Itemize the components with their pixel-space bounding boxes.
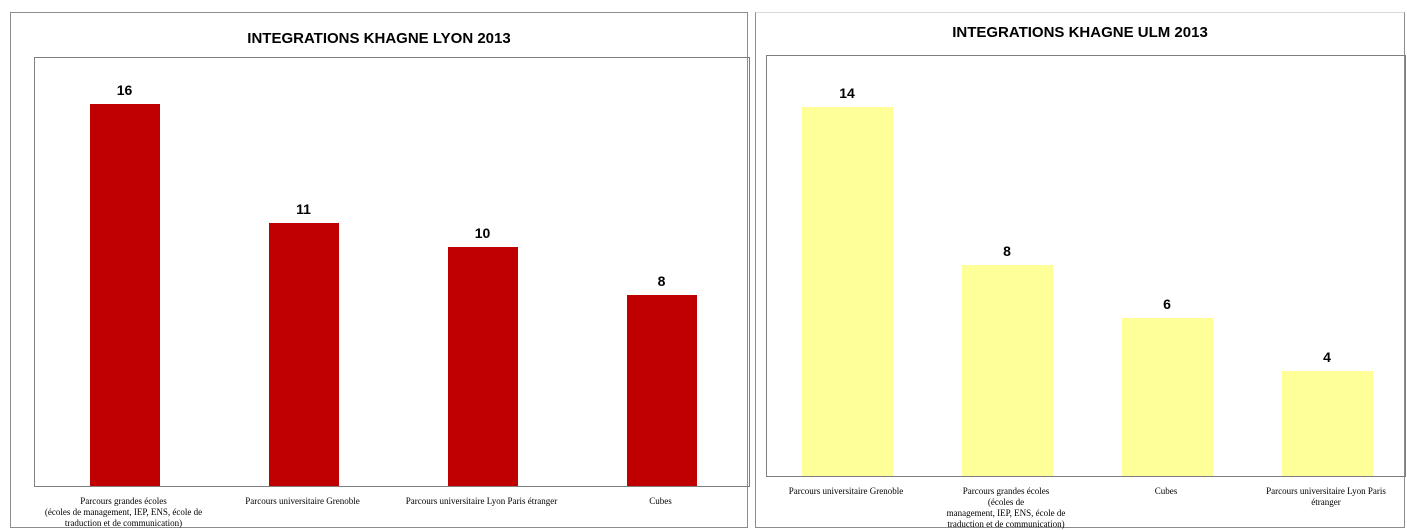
chart-ulm: INTEGRATIONS KHAGNE ULM 2013 14 8 6 4 Parco…: [755, 12, 1406, 529]
bar: [961, 265, 1053, 476]
plot-area: 16 11 10 8: [34, 57, 750, 487]
tick-label: Parcours universitaire Lyon Paris étrange…: [1266, 486, 1386, 507]
bar: [1281, 370, 1373, 476]
chart-title: INTEGRATIONS KHAGNE ULM 2013: [952, 24, 1208, 41]
tick-label: Cubes: [1154, 486, 1178, 496]
chart-lyon: INTEGRATIONS KHAGNE LYON 2013 16 11 10 8 Pa…: [10, 12, 750, 528]
bar: [801, 106, 893, 476]
plot-area: 14 8 6 4: [766, 55, 1406, 477]
data-label: 11: [296, 201, 311, 218]
bar: [447, 247, 518, 486]
tick-label: Parcours universitaire Grenoble: [245, 496, 360, 506]
data-label: 10: [474, 225, 491, 242]
tick-label: Cubes: [649, 496, 672, 506]
bar: [89, 103, 160, 486]
tick-label: Parcours grandes écoles (écoles de manage…: [44, 496, 203, 528]
tick-label: Parcours universitaire Grenoble: [788, 486, 904, 496]
data-label: 8: [657, 272, 666, 289]
data-label: 4: [1323, 348, 1331, 365]
bar: [268, 223, 339, 486]
data-label: 14: [839, 84, 855, 101]
data-label: 6: [1163, 295, 1171, 312]
data-label: 8: [1003, 243, 1011, 259]
tick-label: Parcours grandes écoles (écoles de managem…: [946, 486, 1066, 529]
bar: [626, 294, 697, 486]
data-label: 16: [116, 81, 133, 98]
bar: [1121, 317, 1213, 476]
chart-title: INTEGRATIONS KHAGNE LYON 2013: [247, 30, 511, 47]
tick-label: Parcours universitaire Lyon Paris étrang…: [405, 496, 558, 506]
